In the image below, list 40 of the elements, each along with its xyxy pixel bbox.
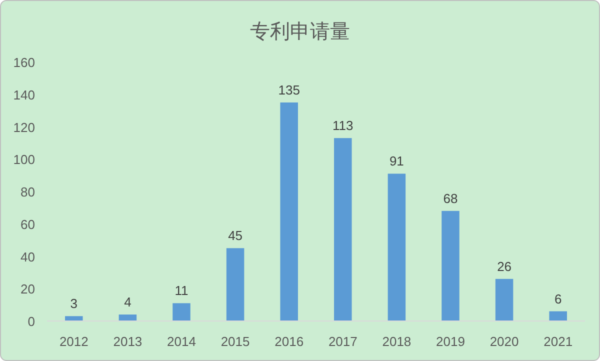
data-label: 68 bbox=[443, 190, 458, 206]
chart-title: 专利申请量 bbox=[250, 21, 350, 43]
bar bbox=[118, 314, 137, 321]
y-tick-label: 120 bbox=[13, 120, 35, 135]
bar bbox=[388, 174, 406, 321]
y-tick-label: 100 bbox=[13, 152, 35, 168]
x-tick-label: 2021 bbox=[544, 334, 573, 349]
bar bbox=[549, 311, 567, 321]
x-tick-label: 2012 bbox=[59, 334, 88, 349]
bar bbox=[172, 303, 190, 321]
y-tick-label: 0 bbox=[28, 314, 35, 329]
data-label: 45 bbox=[228, 228, 243, 244]
bar bbox=[334, 138, 352, 321]
y-tick-label: 80 bbox=[20, 184, 35, 200]
x-tick-label: 2014 bbox=[167, 334, 196, 349]
x-tick-label: 2019 bbox=[436, 334, 465, 349]
bar bbox=[495, 278, 514, 321]
data-label: 135 bbox=[278, 82, 300, 98]
data-label: 6 bbox=[554, 291, 562, 306]
data-label: 91 bbox=[389, 154, 404, 169]
x-tick-label: 2013 bbox=[113, 334, 142, 349]
x-tick-label: 2018 bbox=[382, 334, 412, 349]
y-tick-label: 20 bbox=[20, 282, 35, 297]
x-tick-label: 2017 bbox=[328, 334, 358, 349]
y-tick-label: 160 bbox=[13, 55, 35, 70]
x-tick-label: 2016 bbox=[274, 334, 304, 349]
y-tick-label: 140 bbox=[13, 87, 35, 102]
data-label: 113 bbox=[332, 118, 354, 134]
x-tick-label: 2015 bbox=[220, 334, 250, 349]
data-label: 11 bbox=[174, 283, 188, 298]
bar bbox=[280, 102, 298, 321]
x-tick-label: 2020 bbox=[490, 334, 519, 349]
y-tick-label: 40 bbox=[20, 249, 35, 264]
data-label: 26 bbox=[497, 258, 512, 274]
bar bbox=[226, 248, 244, 321]
bar bbox=[65, 316, 83, 321]
y-tick-label: 60 bbox=[20, 216, 35, 232]
data-label: 4 bbox=[124, 294, 132, 310]
bar bbox=[442, 210, 460, 321]
data-label: 3 bbox=[70, 296, 78, 312]
